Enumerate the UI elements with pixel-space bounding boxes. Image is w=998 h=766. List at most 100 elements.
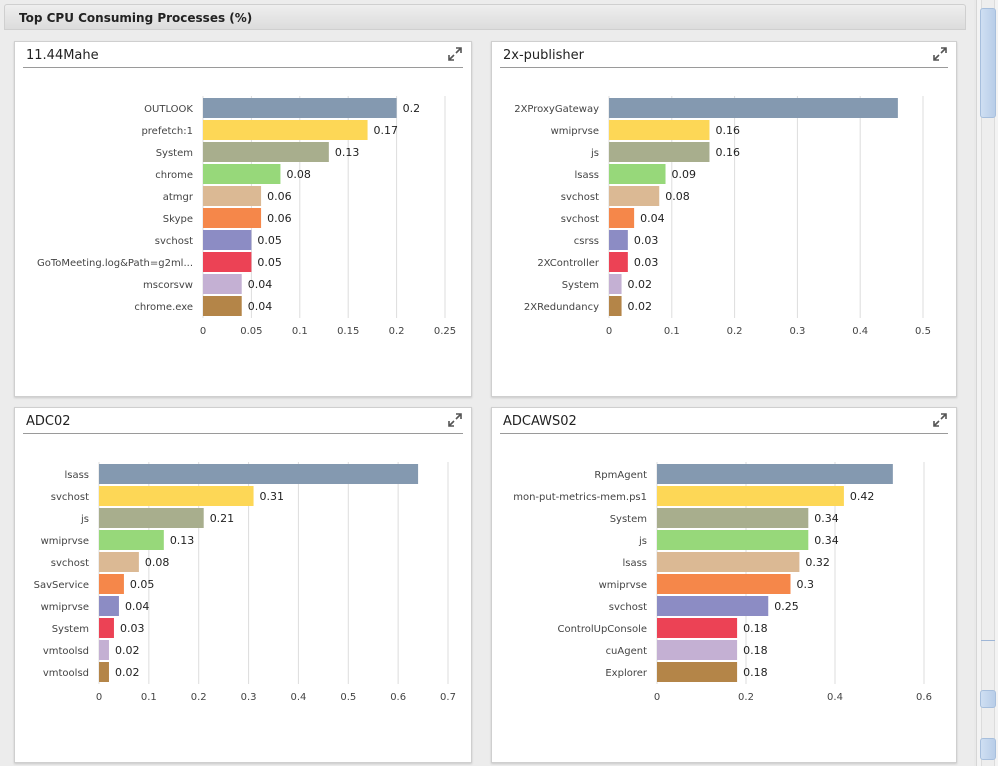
value-label: 0.18 <box>743 644 768 657</box>
bar[interactable] <box>99 574 124 594</box>
x-tick-label: 0.1 <box>141 692 157 703</box>
bar[interactable] <box>657 486 844 506</box>
vertical-scrollbar[interactable] <box>976 0 998 766</box>
bar[interactable] <box>657 662 738 682</box>
category-label: RpmAgent <box>594 470 647 481</box>
value-label: 0.04 <box>640 212 665 225</box>
value-label: 0.31 <box>260 490 285 503</box>
bar[interactable] <box>99 486 254 506</box>
bar[interactable] <box>609 142 710 162</box>
x-tick-label: 0.3 <box>789 326 805 337</box>
value-label: 0.04 <box>125 600 150 613</box>
x-tick-label: 0 <box>200 326 206 337</box>
bar[interactable] <box>99 464 419 484</box>
bar[interactable] <box>657 552 800 572</box>
scrollbar-thumb[interactable] <box>980 8 996 118</box>
bar[interactable] <box>609 98 898 118</box>
value-label: 0.06 <box>267 190 292 203</box>
bar[interactable] <box>609 252 628 272</box>
bar[interactable] <box>203 296 242 316</box>
category-label: svchost <box>561 214 599 225</box>
expand-icon[interactable] <box>447 412 463 428</box>
category-label: 2XProxyGateway <box>514 104 599 115</box>
bar[interactable] <box>99 640 109 660</box>
category-label: svchost <box>51 558 89 569</box>
panel-divider <box>23 433 463 434</box>
value-label: 0.16 <box>715 146 740 159</box>
bar[interactable] <box>99 508 204 528</box>
bar[interactable] <box>609 296 622 316</box>
expand-icon[interactable] <box>447 46 463 62</box>
bar[interactable] <box>203 164 281 184</box>
value-label: 0.13 <box>170 534 195 547</box>
category-label: lsass <box>574 170 599 181</box>
value-label: 0.18 <box>743 622 768 635</box>
section-title: Top CPU Consuming Processes (%) <box>19 11 253 25</box>
category-label: js <box>638 536 647 547</box>
panel-title: ADC02 <box>26 414 71 429</box>
bar[interactable] <box>203 142 329 162</box>
category-label: System <box>610 514 647 525</box>
scrollbar-thumb-bottom[interactable] <box>980 738 996 760</box>
bar[interactable] <box>203 252 252 272</box>
value-label: 0.04 <box>248 278 273 291</box>
panel-divider <box>23 67 463 68</box>
category-label: OUTLOOK <box>144 104 193 115</box>
bar[interactable] <box>657 618 738 638</box>
x-tick-label: 0.2 <box>727 326 743 337</box>
section-header: Top CPU Consuming Processes (%) <box>4 4 966 30</box>
x-tick-label: 0.05 <box>240 326 262 337</box>
x-tick-label: 0.1 <box>292 326 308 337</box>
value-label: 0.13 <box>335 146 360 159</box>
bar[interactable] <box>203 120 368 140</box>
category-label: System <box>52 624 89 635</box>
scrollbar-track[interactable] <box>981 0 995 766</box>
x-tick-label: 0 <box>606 326 612 337</box>
category-label: csrss <box>574 236 599 247</box>
x-tick-label: 0.4 <box>852 326 868 337</box>
value-label: 0.17 <box>374 124 399 137</box>
bar[interactable] <box>203 98 397 118</box>
bar[interactable] <box>657 508 809 528</box>
bar[interactable] <box>99 662 109 682</box>
bar[interactable] <box>609 274 622 294</box>
category-label: js <box>80 514 89 525</box>
category-label: svchost <box>51 492 89 503</box>
bar[interactable] <box>203 208 262 228</box>
bar[interactable] <box>609 230 628 250</box>
scrollbar-thumb-secondary[interactable] <box>980 690 996 708</box>
bar[interactable] <box>657 640 738 660</box>
bar[interactable] <box>203 186 262 206</box>
category-label: chrome <box>155 170 193 181</box>
category-label: wmiprvse <box>599 580 647 591</box>
bar[interactable] <box>657 464 893 484</box>
value-label: 0.25 <box>774 600 799 613</box>
bar[interactable] <box>657 574 791 594</box>
category-label: mscorsvw <box>143 280 193 291</box>
bar[interactable] <box>609 120 710 140</box>
x-tick-label: 0.4 <box>827 692 843 703</box>
bar[interactable] <box>203 230 252 250</box>
category-label: SavService <box>34 580 89 591</box>
panel-divider <box>500 433 948 434</box>
bar[interactable] <box>99 552 139 572</box>
bar[interactable] <box>609 186 660 206</box>
category-label: GoToMeeting.log&Path=g2ml... <box>37 258 193 269</box>
x-tick-label: 0.1 <box>664 326 680 337</box>
bar[interactable] <box>609 164 666 184</box>
expand-icon[interactable] <box>932 46 948 62</box>
category-label: svchost <box>155 236 193 247</box>
value-label: 0.03 <box>120 622 145 635</box>
x-tick-label: 0.4 <box>290 692 306 703</box>
expand-icon[interactable] <box>932 412 948 428</box>
value-label: 0.32 <box>805 556 830 569</box>
bar[interactable] <box>203 274 242 294</box>
bar[interactable] <box>657 596 769 616</box>
bar[interactable] <box>609 208 635 228</box>
value-label: 0.09 <box>672 168 697 181</box>
bar[interactable] <box>657 530 809 550</box>
bar[interactable] <box>99 596 119 616</box>
bar[interactable] <box>99 530 164 550</box>
x-tick-label: 0.5 <box>915 326 931 337</box>
bar[interactable] <box>99 618 114 638</box>
